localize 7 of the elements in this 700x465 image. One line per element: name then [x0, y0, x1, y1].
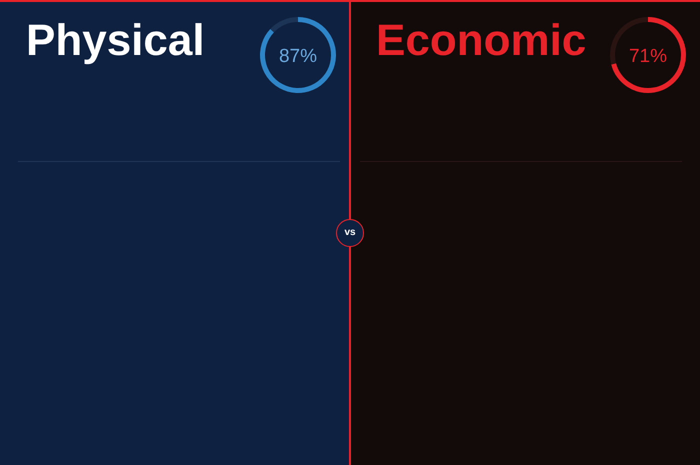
chart-title: Economic	[376, 16, 586, 65]
donut-slice	[611, 17, 686, 93]
data-label: 71%	[628, 46, 668, 67]
donut-slice	[270, 17, 298, 32]
data-label: 87%	[278, 46, 318, 67]
donut-slice	[260, 17, 336, 93]
chart-title: Physical	[26, 16, 205, 65]
